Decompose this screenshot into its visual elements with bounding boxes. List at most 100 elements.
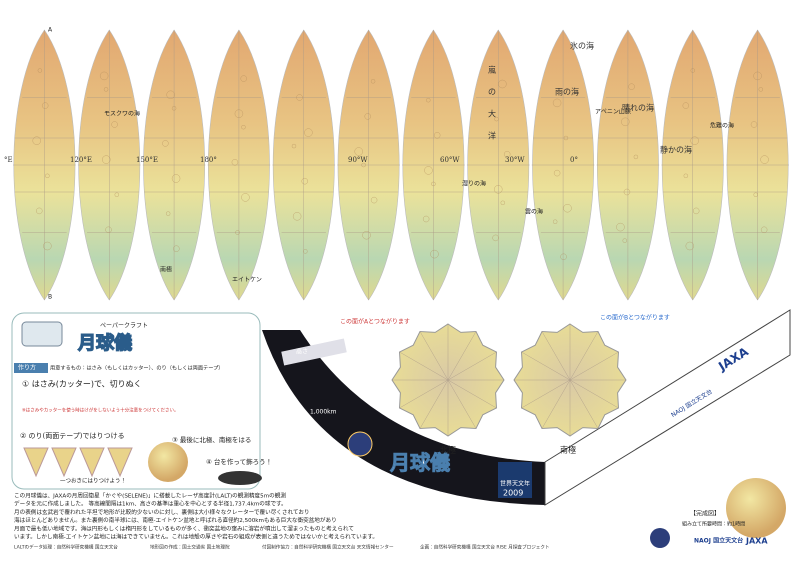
step: ② のり(両面テープ)ではりつける [20, 432, 125, 440]
crater [166, 90, 175, 100]
crater [43, 241, 52, 251]
longitude: 120°E [70, 156, 92, 164]
longitude: °E [4, 156, 13, 164]
map-label: 危難の海 [710, 122, 734, 130]
map-label: 大 [488, 109, 496, 119]
crater [291, 143, 297, 149]
stand-band [262, 330, 545, 505]
scale-bar [281, 338, 347, 366]
crater [621, 117, 630, 127]
crater [753, 192, 758, 197]
longitude: 30°W [505, 156, 525, 164]
gore-illustration [23, 447, 133, 478]
longitude: 90°W [348, 156, 368, 164]
crater [235, 230, 240, 235]
crater [426, 97, 431, 103]
crater [37, 68, 43, 73]
stand-title: 月球儀 [389, 451, 450, 475]
pole-rib [447, 351, 497, 381]
crater [431, 181, 436, 187]
crater [234, 109, 244, 118]
map-label: 晴れの海 [622, 103, 654, 113]
caution: ※はさみやカッターを使う時はけがをしないよう十分注意をつけてください。 [22, 407, 179, 414]
description: この月球儀は、JAXAの月周回衛星「かぐや(SELENE)」に搭載したレーザ高度… [14, 492, 378, 541]
crater [111, 121, 118, 128]
crater [171, 174, 181, 183]
pole-rib [419, 379, 449, 429]
materials: 用意するもの：はさみ（もしくはカッター）、のり（もしくは両面テープ） [50, 364, 223, 372]
pole-rib [569, 331, 599, 381]
step: ③ 最後に北極、南極をはる [172, 435, 251, 444]
pole-rib [569, 379, 599, 429]
year: 2009 [503, 489, 523, 498]
crater [552, 98, 562, 108]
crater [364, 113, 371, 120]
crater [750, 121, 758, 128]
pole-rib [447, 331, 477, 381]
crater [424, 166, 433, 175]
logo-icon [347, 431, 373, 457]
stand-illustration [218, 471, 262, 485]
crater [430, 249, 439, 259]
year-text: 世界天文年 [500, 480, 530, 488]
description-line: 月の表側は玄武岩で覆われた平坦で地形が比較的少ないのに対し、裏側は大小様々なクレ… [14, 508, 310, 516]
crater [171, 106, 177, 111]
longitude: 180° [200, 156, 217, 164]
map-label: の [488, 88, 496, 97]
crater [498, 79, 507, 89]
crater [494, 116, 499, 122]
crater [173, 245, 180, 252]
crater [354, 147, 363, 156]
crater [296, 94, 303, 101]
finished-time: 組み立て所要時間：約1時間 [682, 521, 745, 528]
telescope-icon [21, 321, 63, 347]
crater [552, 219, 558, 224]
map-label: エイトケン [232, 277, 262, 284]
crater [433, 132, 441, 139]
crater [301, 177, 308, 185]
credit: 企画：自然科学研究機構 国立天文台 RISE 月探査プロジェクト [420, 544, 550, 551]
howto-panel [11, 312, 261, 490]
finished-heading: 【完成図】 [690, 510, 720, 518]
crater [231, 159, 239, 166]
crater [563, 135, 569, 141]
crater [361, 162, 366, 168]
description-line: データを元に作成しました。 等高線間隔は1km、高さの基準は重心を中心とする半径… [14, 500, 287, 508]
pole-label: 北極 [440, 445, 456, 455]
pole-rib [569, 379, 619, 409]
longitude: 0° [570, 156, 578, 164]
crater [503, 150, 511, 158]
crater [758, 87, 764, 92]
pole-rib [521, 351, 571, 381]
crater [623, 188, 631, 196]
credit: 付図制作協力：自然科学研究機構 国立天文台 天文情報センター [262, 544, 394, 551]
longitude: 60°W [440, 156, 460, 164]
crater [362, 230, 371, 240]
pole-rib [399, 351, 449, 381]
description-line: います。しかし南極-エイトケン盆地には海はできていません。これは地殻の厚さや岩石… [14, 533, 378, 541]
crater [692, 207, 700, 215]
pole-note: この面がAとつながります [340, 318, 410, 326]
crater [41, 102, 49, 109]
crater [622, 238, 627, 243]
crater [241, 193, 250, 202]
gore-mark: B [48, 294, 52, 301]
map-label: 雲の海 [525, 208, 543, 216]
map-label: 雨の海 [555, 87, 579, 97]
pole-rib [419, 331, 449, 381]
map-label: モスクワの海 [104, 110, 140, 118]
pole-rib [569, 351, 619, 381]
crater [682, 102, 690, 109]
crater [102, 155, 111, 164]
crater [99, 71, 109, 81]
pole-rib [521, 379, 571, 409]
description-line: この月球儀は、JAXAの月周回衛星「かぐや(SELENE)」に搭載したレーザ高度… [14, 492, 286, 500]
pole-rib [541, 331, 571, 381]
kicker: ペーパークラフト [100, 323, 148, 330]
pole-rib [541, 379, 571, 429]
crater [36, 207, 43, 215]
map-label: 南極 [160, 266, 172, 274]
crater [563, 203, 572, 213]
crater [690, 68, 695, 73]
